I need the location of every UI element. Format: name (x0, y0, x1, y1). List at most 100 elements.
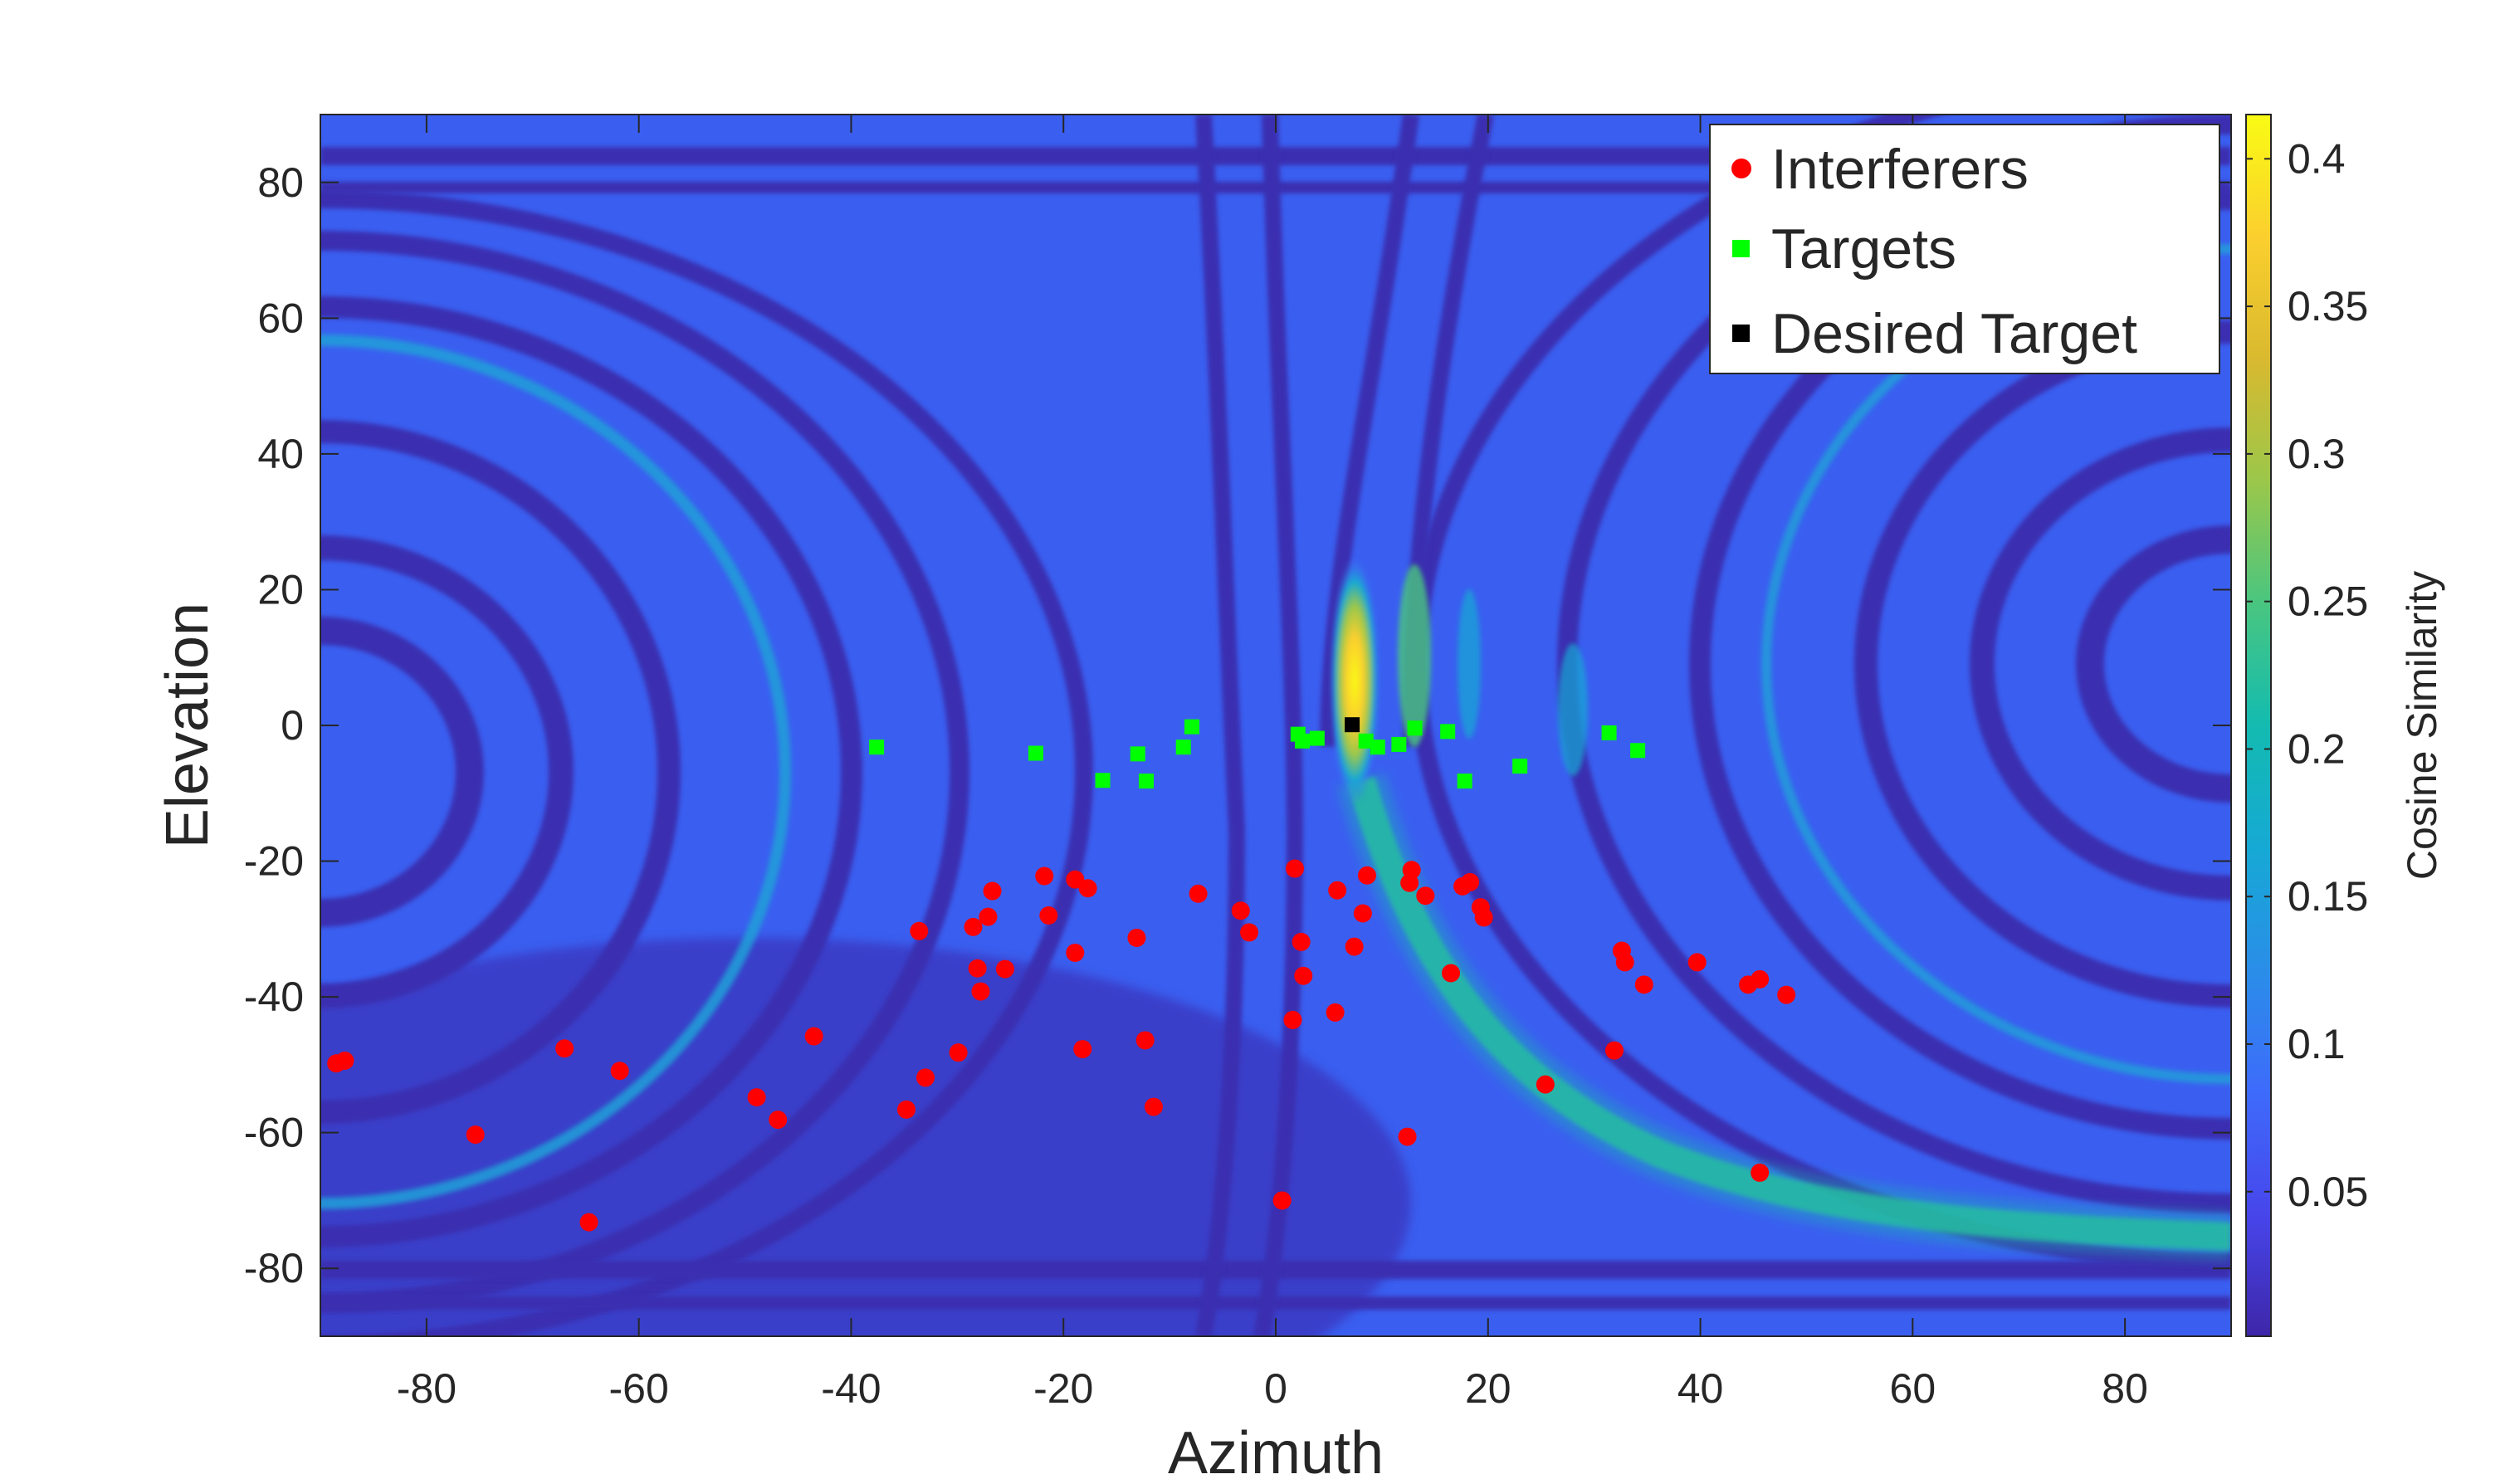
targets-point (1440, 724, 1456, 740)
x-tick-label: -80 (397, 1365, 457, 1412)
targets-point (1512, 759, 1528, 774)
targets-point (1630, 743, 1646, 759)
interferers-point (1272, 1191, 1292, 1210)
interferers-point (1634, 975, 1653, 994)
y-tick-label: -40 (244, 974, 304, 1020)
legend-targets-marker (1732, 240, 1750, 257)
interferers-point (1078, 879, 1097, 898)
interferers-point (896, 1100, 916, 1119)
interferers-point (1035, 866, 1054, 886)
x-tick-label: -20 (1033, 1365, 1093, 1412)
interferers-point (1536, 1075, 1555, 1094)
interferers-point (1231, 901, 1250, 920)
targets-point (1130, 746, 1145, 762)
colorbar: 0.05 0.1 0.15 0.2 0.25 0.3 0.35 0.4 Cosine Simi… (2245, 114, 2445, 1337)
interferers-point (1066, 943, 1085, 962)
desired-target-point (1345, 717, 1360, 733)
y-tick-label: 20 (257, 566, 304, 613)
x-tick-label: 20 (1465, 1365, 1511, 1412)
interferers-point (1751, 969, 1770, 989)
x-tick-label: 80 (2102, 1365, 2148, 1412)
interferers-point (1442, 964, 1461, 983)
targets-point (1457, 774, 1472, 789)
targets-point (1184, 719, 1199, 735)
targets-point (1309, 730, 1325, 746)
targets-point (1601, 725, 1617, 740)
markers (327, 717, 1796, 1232)
interferers-point (1240, 923, 1259, 942)
interferers-point (1073, 1040, 1092, 1059)
interferers-point (1135, 1031, 1155, 1050)
targets-point (1370, 740, 1385, 755)
interferers-point (1283, 1010, 1302, 1029)
interferers-point (1615, 953, 1634, 972)
colorbar-ticks: 0.05 0.1 0.15 0.2 0.25 0.3 0.35 0.4 (2246, 135, 2368, 1215)
legend: Interferers Targets Desired Target (1709, 124, 2220, 374)
interferers-point (916, 1068, 935, 1087)
legend-desired-label: Desired Target (1771, 302, 2137, 365)
interferers-point (1345, 937, 1364, 956)
y-tick-label: -20 (244, 838, 304, 885)
interferers-point (1777, 985, 1796, 1004)
interferers-point (979, 907, 998, 926)
y-tick-labels: -80 -60 -40 -20 0 20 40 60 80 (244, 159, 304, 1291)
interferers-point (335, 1051, 354, 1070)
interferers-point (747, 1088, 766, 1107)
colorbar-tick-label: 0.15 (2288, 873, 2368, 920)
colorbar-tick-label: 0.3 (2288, 431, 2346, 477)
interferers-point (949, 1043, 968, 1062)
y-tick-label: 60 (257, 295, 304, 341)
interferers-point (1416, 886, 1435, 906)
colorbar-tick-label: 0.05 (2288, 1169, 2368, 1215)
colorbar-tick-label: 0.1 (2288, 1021, 2346, 1067)
targets-point (1028, 745, 1043, 761)
interferers-point (1402, 861, 1421, 880)
targets-point (1407, 720, 1423, 736)
interferers-point (1604, 1041, 1624, 1060)
legend-interferers-label: Interferers (1771, 138, 2029, 201)
legend-interferers-marker (1731, 159, 1751, 178)
x-tick-label: 60 (1890, 1365, 1936, 1412)
targets-point (1095, 773, 1111, 788)
interferers-point (1144, 1097, 1163, 1116)
interferers-point (1687, 953, 1707, 972)
x-tick-labels: -80 -60 -40 -20 0 20 40 60 80 (397, 1365, 2148, 1412)
axes: -80 -60 -40 -20 0 20 40 60 80 -80 -60 -40 -20 0 20 40 6… (154, 114, 2232, 1484)
targets-point (1358, 733, 1374, 749)
targets-point (1175, 740, 1191, 755)
interferers-point (555, 1039, 574, 1058)
interferers-point (971, 982, 990, 1001)
y-axis-label: Elevation (154, 603, 221, 848)
targets-point (1294, 733, 1310, 749)
interferers-point (1039, 906, 1058, 925)
legend-targets-label: Targets (1771, 217, 1956, 281)
colorbar-label: Cosine Similarity (2399, 571, 2445, 880)
interferers-point (1474, 908, 1493, 927)
interferers-point (968, 959, 987, 978)
interferers-point (1357, 866, 1376, 885)
interferers-point (769, 1111, 788, 1130)
interferers-point (1751, 1163, 1770, 1182)
targets-point (1391, 736, 1407, 752)
interferers-point (964, 917, 983, 936)
interferers-point (1189, 884, 1208, 903)
interferers-point (804, 1027, 823, 1046)
targets-point (869, 740, 885, 755)
interferers-point (910, 921, 929, 940)
x-tick-label: 40 (1677, 1365, 1724, 1412)
interferers-point (1286, 859, 1305, 878)
x-tick-label: 0 (1264, 1365, 1287, 1412)
interferers-point (1398, 1127, 1417, 1146)
interferers-point (1328, 881, 1347, 900)
x-tick-label: -60 (609, 1365, 669, 1412)
legend-box (1709, 124, 2220, 374)
interferers-point (1461, 872, 1480, 891)
colorbar-tick-label: 0.25 (2288, 578, 2368, 625)
interferers-point (983, 881, 1002, 901)
interferers-point (1127, 928, 1146, 947)
interferers-point (610, 1062, 629, 1081)
interferers-point (1066, 870, 1085, 889)
interferers-point (1326, 1003, 1345, 1022)
interferers-point (466, 1125, 485, 1145)
